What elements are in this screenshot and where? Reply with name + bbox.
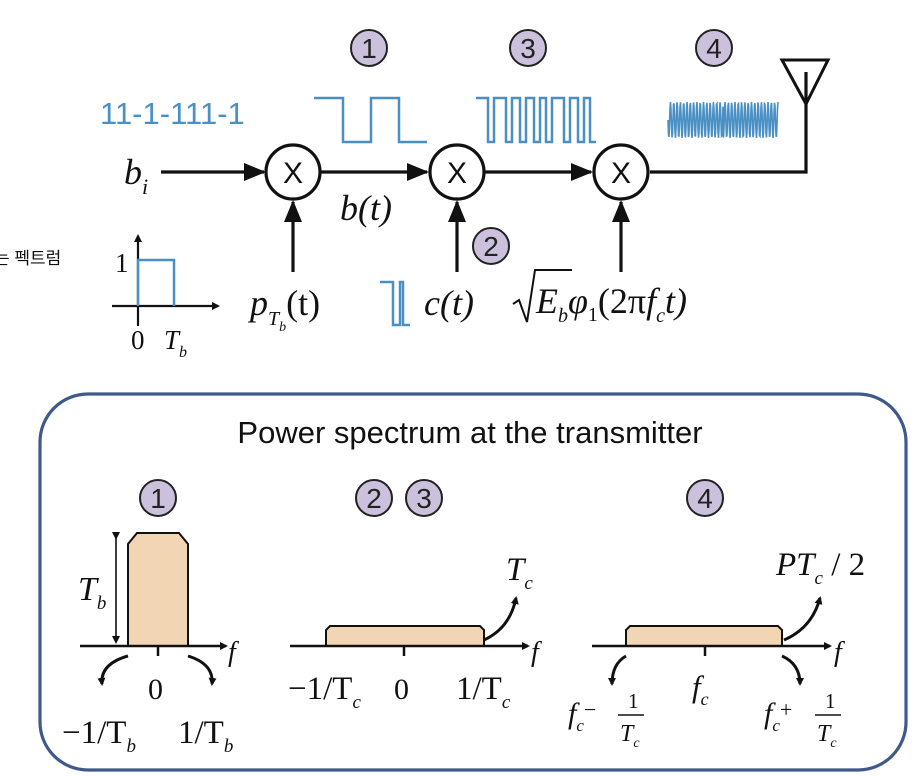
svg-text:0: 0 xyxy=(131,325,145,355)
svg-text:Tc: Tc xyxy=(620,721,640,751)
badge-1-panel: 1 xyxy=(139,479,177,517)
svg-text:Ebφ1(2πfct): Ebφ1(2πfct) xyxy=(535,281,687,327)
svg-text:0: 0 xyxy=(394,673,409,706)
svg-text:1/Tc: 1/Tc xyxy=(456,671,511,713)
svg-text:Tb: Tb xyxy=(78,571,106,614)
input-bits-label: bi xyxy=(124,152,148,199)
spectrum-1-shape xyxy=(127,532,189,647)
code-waveform-icon xyxy=(380,280,410,327)
svg-text:−1/Tb: −1/Tb xyxy=(62,715,136,757)
spectrum-1: 1 f Tb 0 −1/Tb 1/Tb xyxy=(62,479,239,757)
svg-text:1: 1 xyxy=(150,483,166,514)
svg-text:f: f xyxy=(531,637,542,668)
modulated-waveform xyxy=(667,100,779,139)
svg-text:PTc / 2: PTc / 2 xyxy=(775,547,865,589)
svg-text:1: 1 xyxy=(115,248,129,278)
svg-text:4: 4 xyxy=(706,33,722,64)
mixer-3: X xyxy=(592,143,650,201)
badge-3-top: 3 xyxy=(509,29,547,67)
svg-text:1: 1 xyxy=(825,689,836,713)
svg-text:2: 2 xyxy=(366,483,382,514)
svg-text:3: 3 xyxy=(520,33,536,64)
svg-text:1: 1 xyxy=(628,689,639,713)
svg-text:fc−: fc− xyxy=(568,697,596,735)
mixer-1: X xyxy=(264,143,322,201)
spread-waveform xyxy=(476,96,596,144)
svg-text:Tc: Tc xyxy=(817,721,837,751)
antenna-icon xyxy=(779,58,831,108)
badge-4-panel: 4 xyxy=(686,479,724,517)
svg-text:1: 1 xyxy=(361,33,377,64)
panel-title: Power spectrum at the transmitter xyxy=(237,415,702,450)
svg-text:0: 0 xyxy=(148,673,163,706)
pulse-mini-plot: 1 0 Tb xyxy=(112,234,220,361)
badge-2-panel: 2 xyxy=(355,479,393,517)
badge-2-mid: 2 xyxy=(472,227,510,265)
svg-text:2: 2 xyxy=(483,231,499,262)
svg-text:4: 4 xyxy=(697,483,713,514)
mixer-2: X xyxy=(428,143,486,201)
pulse-label: pTb(t) xyxy=(247,283,320,335)
svg-text:X: X xyxy=(283,157,303,190)
badge-4-top: 4 xyxy=(695,29,733,67)
spectrum-4-shape xyxy=(625,625,783,647)
svg-text:Tb: Tb xyxy=(164,325,187,361)
left-edge-text: 는 펙트럼 xyxy=(0,249,61,268)
code-label: c(t) xyxy=(424,283,474,323)
carrier-label: Ebφ1(2πfct) xyxy=(512,269,687,327)
baseband-waveform xyxy=(314,96,427,144)
svg-text:−1/Tc: −1/Tc xyxy=(288,671,361,713)
badge-1-top: 1 xyxy=(350,29,388,67)
badge-3-panel: 3 xyxy=(405,479,443,517)
svg-text:X: X xyxy=(447,157,467,190)
spectrum-2-3: 2 3 f Tc 0 −1/Tc 1/Tc xyxy=(288,479,542,713)
svg-text:X: X xyxy=(611,157,631,190)
spectrum-4: 4 f PTc / 2 fc fc− 1 Tc fc+ 1 Tc xyxy=(568,479,865,751)
svg-text:f: f xyxy=(228,637,239,668)
svg-text:1/Tb: 1/Tb xyxy=(178,715,233,757)
spectrum-2-3-shape xyxy=(325,625,485,647)
bit-sequence: 11-1-111-1 xyxy=(100,96,245,131)
svg-text:3: 3 xyxy=(416,483,432,514)
svg-text:Tc: Tc xyxy=(506,552,533,594)
baseband-label: b(t) xyxy=(340,188,392,228)
svg-text:f: f xyxy=(834,637,845,668)
